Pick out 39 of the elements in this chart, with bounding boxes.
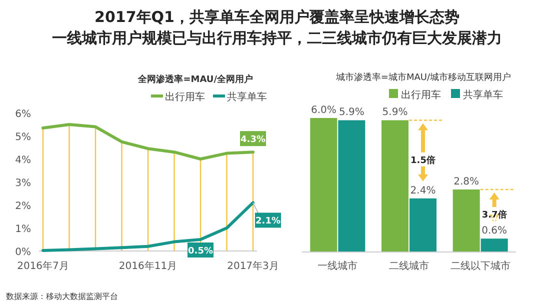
x-tick-label: 2017年3月: [227, 260, 279, 272]
data-label: 5.9%: [382, 107, 408, 118]
y-tick-label: 2%: [15, 201, 31, 212]
y-tick-label: 0%: [15, 247, 31, 258]
x-tick-label: 2016年7月: [17, 260, 69, 272]
data-label: 2.8%: [454, 176, 480, 188]
annotation: 1.5倍: [410, 154, 436, 166]
text: 一线城市用户规模已与出行用车持平，二三线城市仍有巨大发展潜力: [52, 29, 502, 47]
data-label: 5.9%: [338, 107, 364, 118]
bar: [310, 118, 338, 252]
bar: [480, 238, 508, 252]
y-tick-label: 6%: [15, 109, 31, 120]
x-tick-label: 二线以下城市: [450, 260, 510, 272]
annotation: 3.7倍: [482, 210, 507, 221]
bar: [382, 120, 408, 252]
data-label: 2.1%: [256, 216, 280, 227]
x-tick-label: 二线城市: [389, 260, 429, 272]
chart-subtitle: 全网渗透率=MAU/全网用户: [137, 74, 253, 85]
data-label: 0.6%: [482, 226, 508, 237]
y-tick-label: 1%: [15, 224, 31, 235]
bar: [452, 189, 480, 252]
data-label: 2.4%: [410, 185, 436, 196]
x-tick-label: 2016年11月: [118, 260, 178, 272]
legend-label: 出行用车: [401, 89, 441, 101]
data-label: 6.0%: [310, 105, 336, 116]
data-label: 0.5%: [188, 246, 213, 256]
data-label: 4.3%: [240, 135, 266, 146]
chart-subtitle: 城市渗透率=城市MAU/城市移动互联网用户: [334, 72, 511, 83]
x-tick-label: 一线城市: [318, 260, 358, 272]
legend-label: 出行用车: [165, 91, 205, 103]
y-tick-label: 5%: [15, 132, 31, 143]
y-tick-label: 3%: [15, 178, 31, 189]
legend-label: 共享单车: [227, 91, 267, 103]
source-note: 数据来源：移动大数据监测平台: [6, 292, 118, 301]
legend-label: 共享单车: [463, 89, 503, 101]
bar: [338, 120, 366, 252]
y-tick-label: 4%: [15, 155, 31, 166]
text: 2017年Q1，共享单车全网用户覆盖率呈快速增长态势: [94, 8, 460, 26]
bar: [410, 198, 436, 252]
